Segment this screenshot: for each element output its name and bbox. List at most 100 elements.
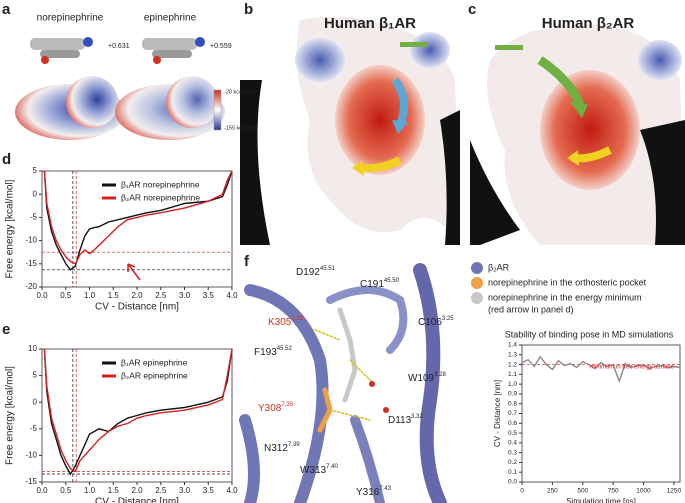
residue-label: D19245.51 [296, 266, 336, 278]
y-tick-label: -15 [25, 259, 37, 268]
x-tick-label: 2.5 [155, 486, 167, 495]
legend-label: β₂AR epinephrine [121, 370, 188, 380]
residue-name: Y308 [258, 403, 282, 414]
panel-label: d [2, 151, 11, 168]
residue-number: 7.40 [326, 464, 338, 470]
y-tick-label: 1.1 [508, 371, 517, 378]
residue-number: 3.28 [434, 372, 446, 378]
series-line [43, 348, 233, 473]
y-tick-label: 0.7 [508, 410, 517, 417]
colorbar-label: -20 kcal/mol [224, 89, 254, 95]
residue-label: W1093.28 [408, 372, 446, 384]
legend-swatch [471, 277, 483, 289]
x-tick-label: 2.5 [155, 291, 167, 300]
y-tick-label: 0.3 [508, 449, 517, 456]
panel-label: e [2, 321, 10, 338]
x-tick-label: 1.0 [84, 291, 96, 300]
y-tick-label: 1.0 [508, 381, 517, 388]
y-tick-label: -20 [25, 282, 37, 291]
y-tick-label: -5 [30, 424, 38, 433]
residue-number: 45.51 [320, 266, 336, 272]
x-tick-label: 3.0 [179, 486, 191, 495]
residue-name: C191 [360, 279, 384, 290]
chart-title: Stability of binding pose in MD simulati… [505, 329, 674, 339]
residue-label: D1133.32 [388, 414, 424, 426]
y-tick-label: 0.0 [508, 479, 517, 486]
y-axis-label: Free energy [kcal/mol] [5, 179, 16, 278]
x-tick-label: 3.5 [203, 486, 215, 495]
x-tick-label: 500 [577, 488, 588, 495]
residue-number: 7.35 [281, 402, 293, 408]
molecule-name: epinephrine [144, 13, 197, 24]
residue-name: Y316 [356, 487, 380, 498]
molecule-name: norepinephrine [37, 13, 104, 24]
charge-label: +0.559 [210, 43, 232, 50]
y-tick-label: 1.4 [508, 342, 517, 349]
x-tick-label: 1250 [667, 488, 682, 495]
y-tick-label: 0.8 [508, 400, 517, 407]
residue-label: Y3167.43 [356, 486, 392, 498]
panel-label: b [244, 1, 253, 18]
y-tick-label: 0.5 [508, 430, 517, 437]
receptor-surface [240, 16, 460, 245]
y-tick-label: 0.4 [508, 440, 517, 447]
x-tick-label: 3.0 [179, 291, 191, 300]
molecule-art [15, 37, 225, 140]
panel-title: Human β₁AR [324, 15, 416, 32]
residue-label: K3057.32 [268, 316, 304, 328]
residue-number: 7.32 [291, 316, 303, 322]
x-tick-label: 250 [547, 488, 558, 495]
x-tick-label: 0.5 [60, 291, 72, 300]
residue-label: C19145.50 [360, 278, 400, 290]
x-tick-label: 1000 [636, 488, 651, 495]
annotation: minimum in free energy surface [590, 365, 675, 371]
x-tick-label: 750 [608, 488, 619, 495]
series-line [521, 355, 681, 384]
y-axis-label: Free energy [kcal/mol] [5, 366, 16, 465]
residue-name: N312 [264, 443, 288, 454]
panel-label: a [2, 1, 11, 18]
y-tick-label: 0.6 [508, 420, 517, 427]
x-tick-label: 3.5 [203, 291, 215, 300]
legend-label: β₂AR [488, 262, 510, 272]
legend-label: (red arrow in panel d) [488, 304, 574, 314]
y-tick-label: 0 [33, 397, 38, 406]
residue-number: 7.43 [379, 486, 391, 492]
y-tick-label: 1.2 [508, 361, 517, 368]
residue-name: W313 [300, 465, 327, 476]
y-tick-label: 0.1 [508, 469, 517, 476]
legend-label: β₁AR norepinephrine [121, 179, 200, 189]
residue-number: 45.52 [277, 346, 293, 352]
x-axis-label: CV - Distance [nm] [95, 302, 179, 313]
x-tick-label: 2.0 [131, 291, 143, 300]
x-axis-label: CV - Distance [nm] [95, 497, 179, 503]
x-tick-label: 0.5 [60, 486, 72, 495]
residue-label: F19345.52 [254, 346, 292, 358]
legend-swatch [471, 292, 483, 304]
panel-title: Human β₂AR [542, 15, 635, 32]
residue-name: F193 [254, 347, 277, 358]
y-axis-label: CV - Distance [nm] [493, 380, 502, 447]
x-tick-label: 2.0 [131, 486, 143, 495]
residue-name: K305 [268, 317, 292, 328]
residue-number: 3.32 [411, 414, 423, 420]
y-tick-label: 10 [28, 344, 37, 353]
y-tick-label: -15 [25, 477, 37, 486]
x-tick-label: 0.0 [36, 291, 48, 300]
panel-label: c [468, 1, 476, 18]
legend-label: β₂AR norepinephrine [121, 192, 200, 202]
x-tick-label: 0 [520, 488, 524, 495]
residue-number: 3.25 [442, 316, 454, 322]
arrow [127, 263, 141, 281]
y-tick-label: 0 [33, 189, 38, 198]
y-tick-label: -10 [25, 451, 37, 460]
residue-name: D113 [388, 415, 412, 426]
residue-label: W3137.40 [300, 464, 338, 476]
x-tick-label: 1.5 [108, 486, 120, 495]
charge-label: +0.631 [108, 43, 130, 50]
y-tick-label: 0.2 [508, 459, 517, 466]
y-tick-label: -5 [30, 213, 38, 222]
x-tick-label: 1.0 [84, 486, 96, 495]
residue-label: Y3087.35 [258, 402, 294, 414]
legend-label: norepinephrine in the orthosteric pocket [488, 277, 647, 287]
